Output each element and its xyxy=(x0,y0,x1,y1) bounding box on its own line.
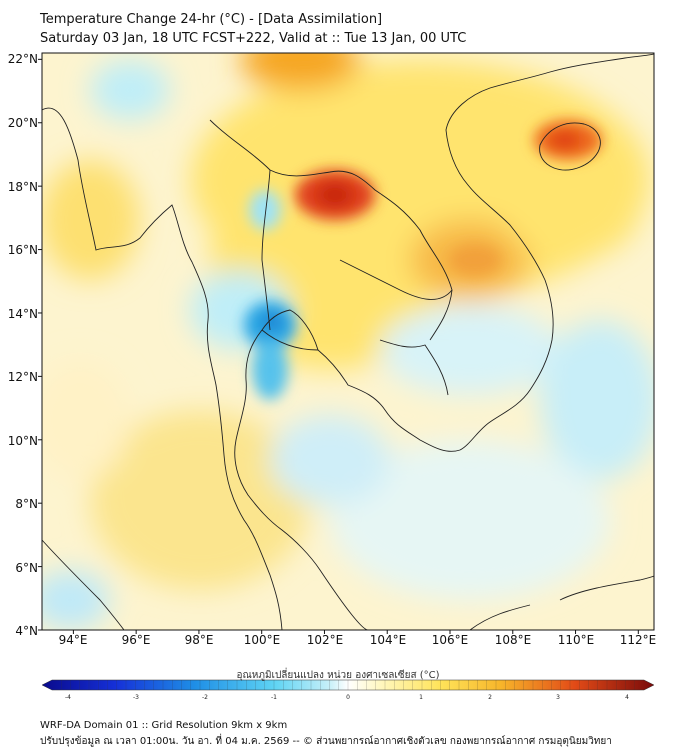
lat-label: 8°N xyxy=(15,497,38,511)
colorbar-tick: -4 xyxy=(65,694,71,701)
lon-label: 110°E xyxy=(557,633,595,647)
lon-label: 96°E xyxy=(121,633,151,647)
lat-label: 10°N xyxy=(7,434,38,448)
coastlines xyxy=(42,53,654,630)
lat-label: 4°N xyxy=(15,624,38,638)
lat-label: 20°N xyxy=(7,116,38,130)
footer-resolution: WRF-DA Domain 01 :: Grid Resolution 9km … xyxy=(40,720,288,731)
lat-label: 6°N xyxy=(15,561,38,575)
lon-label: 98°E xyxy=(184,633,214,647)
lon-label: 94°E xyxy=(58,633,88,647)
colorbar xyxy=(41,679,655,691)
map-frame xyxy=(41,52,655,631)
colorbar-tick: 0 xyxy=(346,694,350,701)
temperature-field xyxy=(42,53,654,630)
footer-credit: ปรับปรุงข้อมูล ณ เวลา 01:00น. วัน อา. ที… xyxy=(40,736,612,747)
chart-title: Temperature Change 24-hr (°C) - [Data As… xyxy=(40,12,383,27)
lat-label: 16°N xyxy=(7,243,38,257)
chart-subtitle: Saturday 03 Jan, 18 UTC FCST+222, Valid … xyxy=(40,31,467,46)
lon-label: 104°E xyxy=(369,633,407,647)
colorbar-tick: 4 xyxy=(625,694,629,701)
lon-label: 102°E xyxy=(306,633,344,647)
colorbar-tick: -3 xyxy=(133,694,139,701)
colorbar-scale xyxy=(41,679,655,691)
lat-label: 14°N xyxy=(7,307,38,321)
lon-label: 106°E xyxy=(431,633,469,647)
lon-label: 100°E xyxy=(243,633,281,647)
colorbar-tick: 2 xyxy=(488,694,492,701)
colorbar-tick: -1 xyxy=(271,694,277,701)
lat-label: 12°N xyxy=(7,370,38,384)
colorbar-title: อุณหภูมิเปลี่ยนแปลง หน่วย องศาเซลเซียส (… xyxy=(236,670,440,681)
lon-label: 112°E xyxy=(619,633,657,647)
lon-label: 108°E xyxy=(494,633,532,647)
colorbar-tick: 3 xyxy=(556,694,560,701)
lat-label: 18°N xyxy=(7,180,38,194)
lat-label: 22°N xyxy=(7,52,38,66)
colorbar-tick: 1 xyxy=(419,694,423,701)
colorbar-tick: -2 xyxy=(202,694,208,701)
